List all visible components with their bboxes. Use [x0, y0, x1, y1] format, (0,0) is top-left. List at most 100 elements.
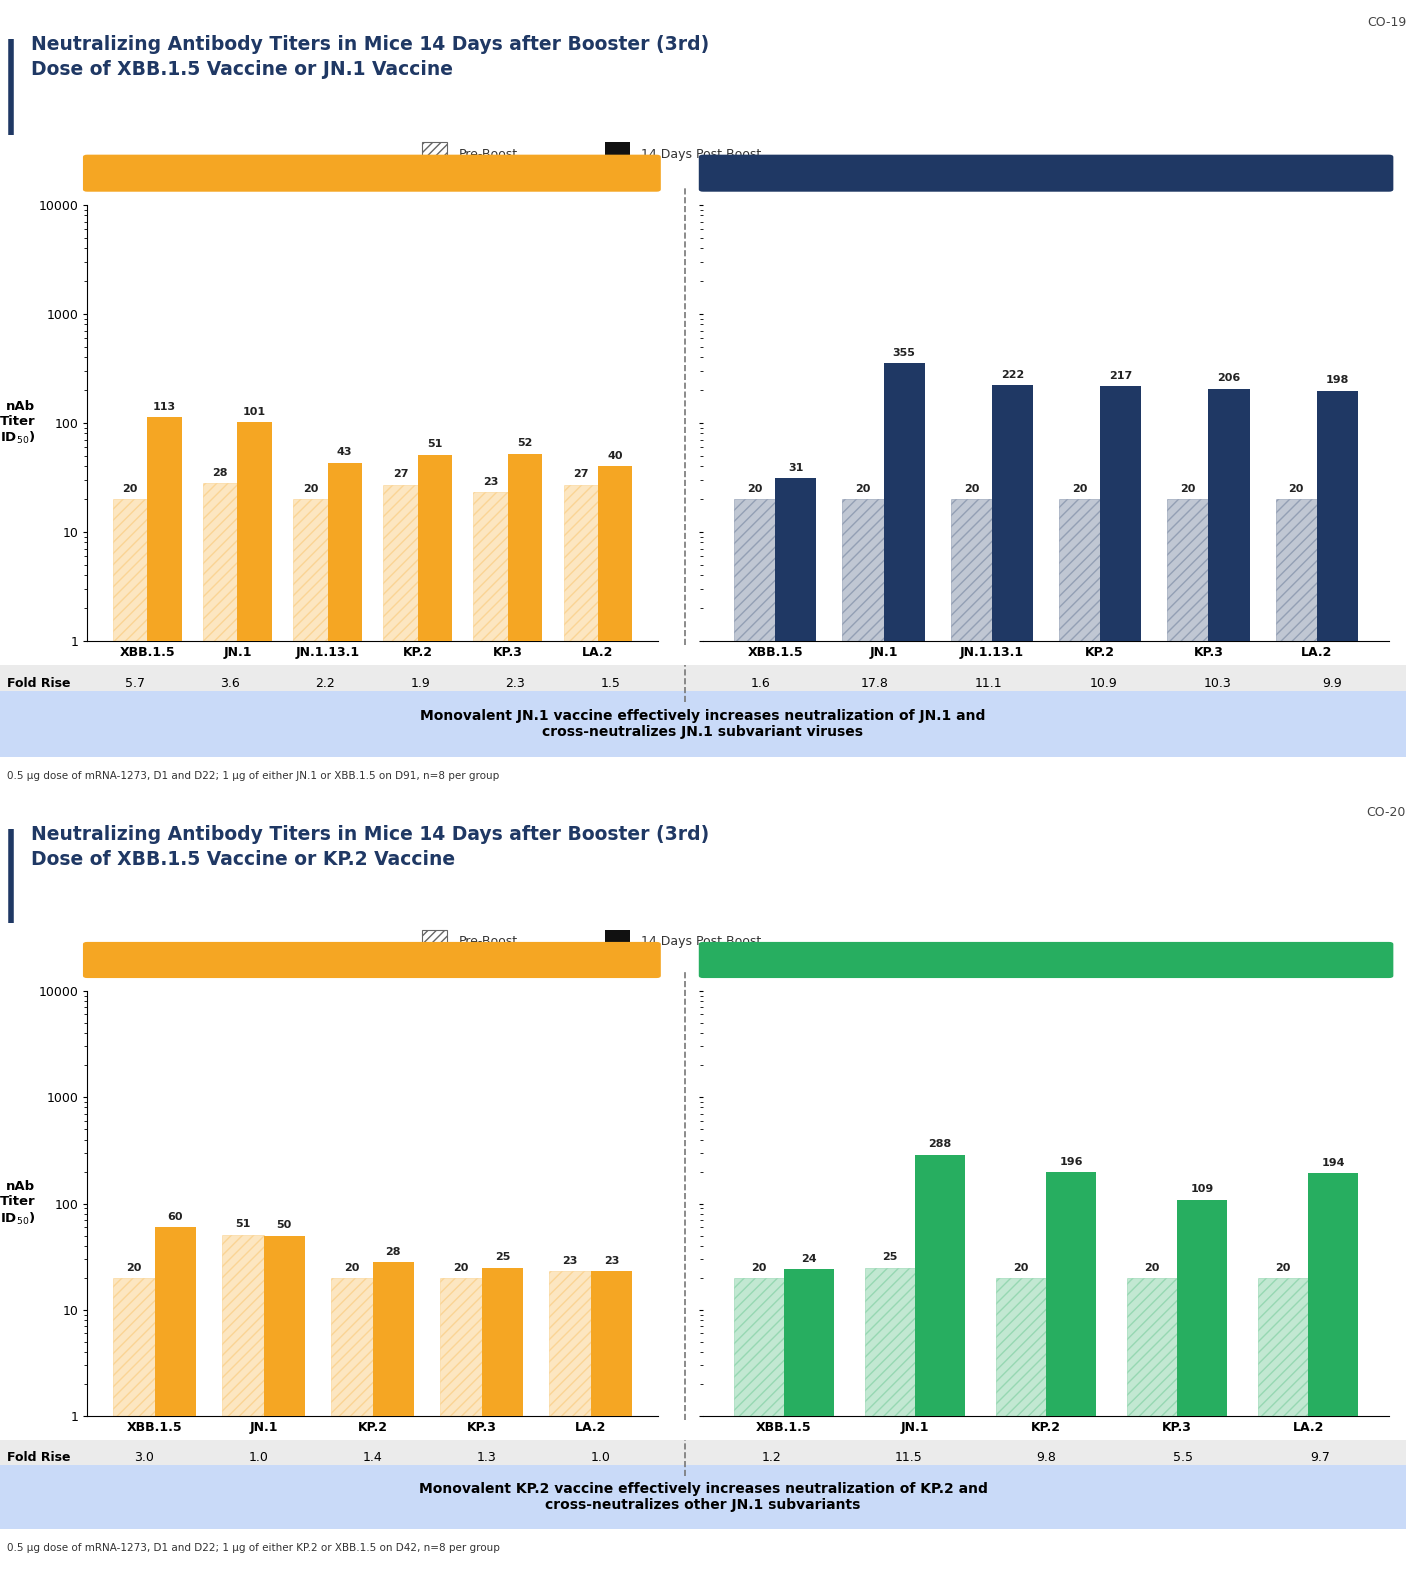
- Bar: [785, 1269, 834, 1575]
- Bar: [0, 1440, 1406, 1476]
- Bar: [1128, 1277, 1177, 1575]
- Text: 27: 27: [574, 469, 589, 479]
- FancyBboxPatch shape: [699, 154, 1393, 192]
- Text: 5.7: 5.7: [125, 677, 145, 690]
- Text: 14 Days Post Boost: 14 Days Post Boost: [641, 936, 762, 948]
- Text: 20: 20: [963, 484, 979, 493]
- Bar: [997, 1277, 1046, 1575]
- Text: 25: 25: [883, 1252, 898, 1262]
- Text: 20: 20: [1071, 484, 1087, 493]
- Bar: [328, 463, 361, 1575]
- Bar: [734, 499, 775, 1575]
- Text: 20: 20: [1275, 1263, 1291, 1273]
- Text: 0.5 μg dose of mRNA-1273, D1 and D22; 1 μg of either KP.2 or XBB.1.5 on D42, n=8: 0.5 μg dose of mRNA-1273, D1 and D22; 1 …: [7, 1544, 501, 1553]
- Bar: [263, 1235, 305, 1575]
- Text: 0.5 μg dose of mRNA-1273, D1 and D22; 1 μg of either JN.1 or XBB.1.5 on D91, n=8: 0.5 μg dose of mRNA-1273, D1 and D22; 1 …: [7, 772, 499, 781]
- Bar: [1046, 1172, 1095, 1575]
- Bar: [148, 417, 181, 1575]
- Bar: [155, 1227, 195, 1575]
- Text: Neutralizing Antibody Titers in Mice 14 Days after Booster (3rd)
Dose of XBB.1.5: Neutralizing Antibody Titers in Mice 14 …: [31, 825, 709, 869]
- Text: 20: 20: [1288, 484, 1303, 493]
- Text: Monovalent KP.2 vaccine effectively increases neutralization of KP.2 and
cross-n: Monovalent KP.2 vaccine effectively incr…: [419, 1482, 987, 1512]
- Text: 10.9: 10.9: [1090, 677, 1118, 690]
- Text: Pre-Boost: Pre-Boost: [458, 936, 517, 948]
- Bar: [384, 485, 418, 1575]
- Text: 17.8: 17.8: [860, 677, 889, 690]
- Bar: [0, 665, 1406, 702]
- Bar: [1101, 386, 1142, 1575]
- Text: 3.6: 3.6: [219, 677, 240, 690]
- Text: 25: 25: [495, 1252, 510, 1262]
- Bar: [564, 485, 598, 1575]
- Bar: [474, 493, 508, 1575]
- Bar: [112, 1277, 155, 1575]
- Bar: [1177, 1200, 1227, 1575]
- Text: 1.0: 1.0: [591, 1451, 610, 1465]
- FancyBboxPatch shape: [83, 942, 661, 978]
- Text: 198: 198: [1326, 375, 1348, 386]
- Text: 20: 20: [302, 484, 318, 493]
- Text: 14 Days Post Boost: 14 Days Post Boost: [641, 148, 762, 161]
- Bar: [1209, 389, 1250, 1575]
- Text: 288: 288: [928, 1139, 952, 1150]
- Bar: [598, 466, 633, 1575]
- Y-axis label: nAb
Titer
(ID$_{50}$): nAb Titer (ID$_{50}$): [0, 1180, 35, 1227]
- Text: 1.6: 1.6: [751, 677, 770, 690]
- Text: Neutralizing Antibody Titers in Mice 14 Days after Booster (3rd)
Dose of XBB.1.5: Neutralizing Antibody Titers in Mice 14 …: [31, 35, 709, 79]
- FancyBboxPatch shape: [699, 942, 1393, 978]
- Text: 51: 51: [235, 1219, 250, 1230]
- Text: 109: 109: [1191, 1184, 1213, 1194]
- Y-axis label: nAb
Titer
(ID$_{50}$): nAb Titer (ID$_{50}$): [0, 400, 35, 446]
- Text: Monovalent XBB.1.5: Monovalent XBB.1.5: [285, 953, 458, 967]
- Bar: [842, 499, 883, 1575]
- Text: Fold Rise: Fold Rise: [7, 1451, 70, 1465]
- Text: 1.5: 1.5: [600, 677, 620, 690]
- Text: 23: 23: [562, 1257, 578, 1266]
- Text: 27: 27: [392, 469, 408, 479]
- Text: 50: 50: [277, 1221, 292, 1230]
- Text: 20: 20: [1144, 1263, 1160, 1273]
- Text: Fold Rise: Fold Rise: [7, 677, 70, 690]
- Bar: [915, 1154, 965, 1575]
- Text: 1.2: 1.2: [762, 1451, 782, 1465]
- Text: 101: 101: [243, 406, 266, 417]
- Text: 24: 24: [801, 1254, 817, 1265]
- Bar: [238, 422, 271, 1575]
- Bar: [883, 362, 925, 1575]
- Text: 52: 52: [517, 438, 533, 449]
- Text: 11.5: 11.5: [896, 1451, 922, 1465]
- Bar: [204, 484, 238, 1575]
- Text: 5.5: 5.5: [1173, 1451, 1194, 1465]
- Bar: [1059, 499, 1101, 1575]
- Text: 1.0: 1.0: [249, 1451, 269, 1465]
- Text: 20: 20: [855, 484, 870, 493]
- Text: Monovalent JN.1: Monovalent JN.1: [976, 165, 1116, 181]
- Text: 194: 194: [1322, 1158, 1344, 1167]
- Bar: [0, 1465, 1406, 1529]
- Text: Pre-Boost: Pre-Boost: [458, 148, 517, 161]
- Text: 43: 43: [337, 447, 353, 457]
- Bar: [373, 1262, 413, 1575]
- Bar: [332, 1277, 373, 1575]
- Bar: [482, 1268, 523, 1575]
- Text: CO-20: CO-20: [1367, 806, 1406, 819]
- Bar: [775, 479, 817, 1575]
- Text: 9.8: 9.8: [1036, 1451, 1056, 1465]
- Text: 1.3: 1.3: [477, 1451, 496, 1465]
- Text: 355: 355: [893, 348, 915, 358]
- Text: 10.3: 10.3: [1204, 677, 1232, 690]
- Text: 20: 20: [122, 484, 138, 493]
- Bar: [422, 929, 447, 954]
- Text: 2.3: 2.3: [505, 677, 526, 690]
- Bar: [734, 1277, 785, 1575]
- Text: 28: 28: [212, 468, 228, 477]
- Text: CO-19: CO-19: [1367, 16, 1406, 28]
- Text: 20: 20: [751, 1263, 766, 1273]
- Bar: [550, 1271, 591, 1575]
- Text: 196: 196: [1059, 1158, 1083, 1167]
- Text: 20: 20: [1180, 484, 1195, 493]
- Text: 20: 20: [344, 1263, 360, 1273]
- Bar: [1258, 1277, 1308, 1575]
- Bar: [1317, 391, 1358, 1575]
- Bar: [418, 455, 451, 1575]
